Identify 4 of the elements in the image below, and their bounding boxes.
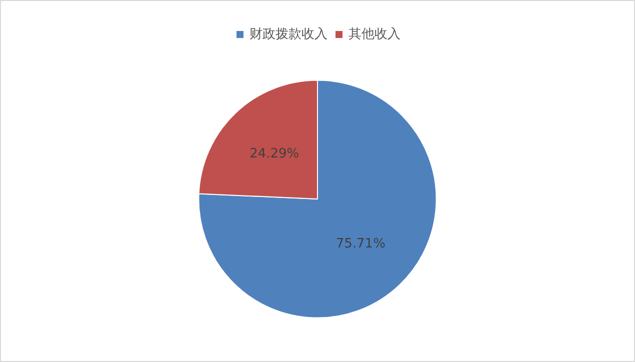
legend-label: 其他收入 bbox=[348, 27, 400, 42]
legend-label: 财政拨款收入 bbox=[250, 27, 328, 42]
data-label: 24.29% bbox=[250, 146, 300, 162]
data-label: 75.71% bbox=[336, 236, 386, 252]
